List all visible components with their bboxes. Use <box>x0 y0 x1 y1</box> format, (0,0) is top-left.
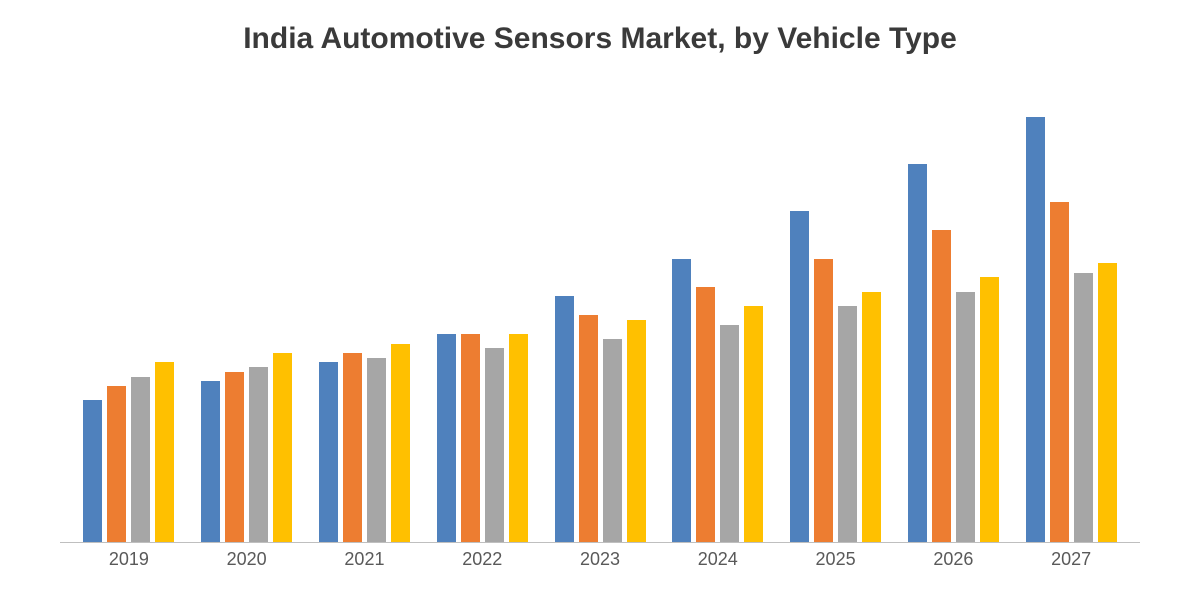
x-tick-label: 2022 <box>423 549 541 570</box>
bar-group <box>1012 70 1130 543</box>
bar <box>343 353 362 542</box>
bar <box>603 339 622 542</box>
chart-container: India Automotive Sensors Market, by Vehi… <box>0 0 1200 600</box>
bar-groups <box>60 70 1140 543</box>
bar <box>273 353 292 542</box>
bar <box>249 367 268 542</box>
bar <box>131 377 150 542</box>
bar <box>720 325 739 542</box>
bar <box>319 362 338 542</box>
bar <box>1098 263 1117 542</box>
bar <box>980 277 999 542</box>
bar <box>1050 202 1069 542</box>
bar <box>485 348 504 542</box>
bar <box>391 344 410 542</box>
bar <box>1074 273 1093 542</box>
bar <box>744 306 763 542</box>
bar <box>83 400 102 542</box>
x-tick-label: 2027 <box>1012 549 1130 570</box>
bar <box>437 334 456 542</box>
bar <box>908 164 927 542</box>
bar <box>838 306 857 542</box>
bar <box>555 296 574 542</box>
bar-group <box>894 70 1012 543</box>
bar <box>1026 117 1045 542</box>
bar <box>461 334 480 542</box>
bar <box>790 211 809 542</box>
x-tick-label: 2019 <box>70 549 188 570</box>
x-tick-label: 2026 <box>894 549 1012 570</box>
bar <box>225 372 244 542</box>
x-tick-label: 2020 <box>188 549 306 570</box>
bar-group <box>188 70 306 543</box>
bar <box>627 320 646 542</box>
chart-title: India Automotive Sensors Market, by Vehi… <box>243 20 957 58</box>
bar <box>862 292 881 542</box>
bar-group <box>70 70 188 543</box>
bar-group <box>541 70 659 543</box>
bar-group <box>659 70 777 543</box>
bar-group <box>777 70 895 543</box>
bar <box>579 315 598 542</box>
x-tick-label: 2024 <box>659 549 777 570</box>
bar-group <box>423 70 541 543</box>
bar <box>956 292 975 542</box>
bar <box>155 362 174 542</box>
x-tick-label: 2021 <box>306 549 424 570</box>
bar-group <box>306 70 424 543</box>
x-tick-label: 2023 <box>541 549 659 570</box>
bar <box>107 386 126 542</box>
bar <box>201 381 220 542</box>
bar <box>814 259 833 543</box>
bar <box>672 259 691 543</box>
bar <box>932 230 951 542</box>
plot-area <box>60 70 1140 544</box>
bar <box>509 334 528 542</box>
bar <box>367 358 386 542</box>
bar <box>696 287 715 542</box>
x-axis: 201920202021202220232024202520262027 <box>60 549 1140 570</box>
x-tick-label: 2025 <box>777 549 895 570</box>
